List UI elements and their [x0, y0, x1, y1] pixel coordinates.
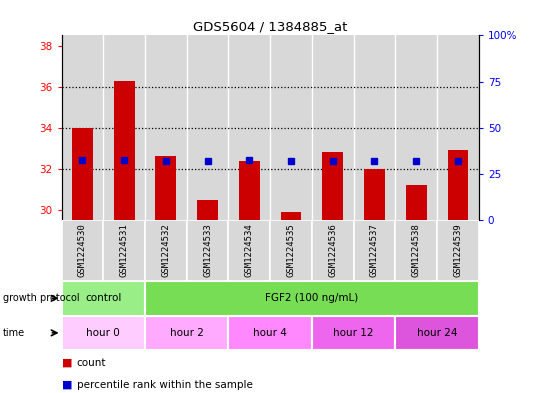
Text: hour 2: hour 2 [170, 328, 204, 338]
FancyBboxPatch shape [145, 220, 187, 281]
Bar [280, 212, 302, 220]
Bar [406, 185, 426, 220]
Text: GSM1224530: GSM1224530 [78, 223, 87, 277]
FancyBboxPatch shape [187, 220, 228, 281]
Text: time: time [3, 328, 25, 338]
FancyBboxPatch shape [228, 220, 270, 281]
FancyBboxPatch shape [270, 220, 312, 281]
Text: GSM1224531: GSM1224531 [120, 223, 128, 277]
Title: GDS5604 / 1384885_at: GDS5604 / 1384885_at [193, 20, 347, 33]
FancyBboxPatch shape [312, 316, 395, 350]
Text: count: count [77, 358, 106, 368]
FancyBboxPatch shape [395, 220, 437, 281]
Text: hour 0: hour 0 [86, 328, 120, 338]
Bar [239, 161, 259, 220]
Bar [72, 128, 93, 220]
Text: growth protocol: growth protocol [3, 293, 79, 303]
Text: ■: ■ [62, 380, 72, 389]
FancyBboxPatch shape [395, 316, 479, 350]
Bar [447, 150, 469, 220]
FancyBboxPatch shape [228, 316, 312, 350]
Text: GSM1224533: GSM1224533 [203, 223, 212, 277]
FancyBboxPatch shape [145, 316, 228, 350]
Bar [155, 156, 176, 220]
FancyBboxPatch shape [312, 220, 354, 281]
Text: GSM1224536: GSM1224536 [328, 223, 337, 277]
FancyBboxPatch shape [62, 281, 145, 316]
Text: hour 12: hour 12 [333, 328, 374, 338]
Text: percentile rank within the sample: percentile rank within the sample [77, 380, 253, 389]
FancyBboxPatch shape [354, 220, 395, 281]
Bar [364, 169, 385, 220]
Text: GSM1224535: GSM1224535 [287, 223, 295, 277]
FancyBboxPatch shape [62, 220, 103, 281]
Bar [114, 81, 135, 220]
Text: GSM1224539: GSM1224539 [454, 223, 462, 277]
Text: hour 4: hour 4 [253, 328, 287, 338]
Bar [322, 152, 343, 220]
FancyBboxPatch shape [437, 220, 479, 281]
Text: control: control [85, 293, 121, 303]
Text: ■: ■ [62, 358, 72, 368]
FancyBboxPatch shape [62, 316, 145, 350]
Text: GSM1224538: GSM1224538 [412, 223, 421, 277]
Text: GSM1224537: GSM1224537 [370, 223, 379, 277]
FancyBboxPatch shape [103, 220, 145, 281]
FancyBboxPatch shape [145, 281, 479, 316]
Text: GSM1224532: GSM1224532 [162, 223, 170, 277]
Text: GSM1224534: GSM1224534 [245, 223, 254, 277]
Bar [197, 200, 218, 220]
Text: hour 24: hour 24 [417, 328, 457, 338]
Text: FGF2 (100 ng/mL): FGF2 (100 ng/mL) [265, 293, 358, 303]
